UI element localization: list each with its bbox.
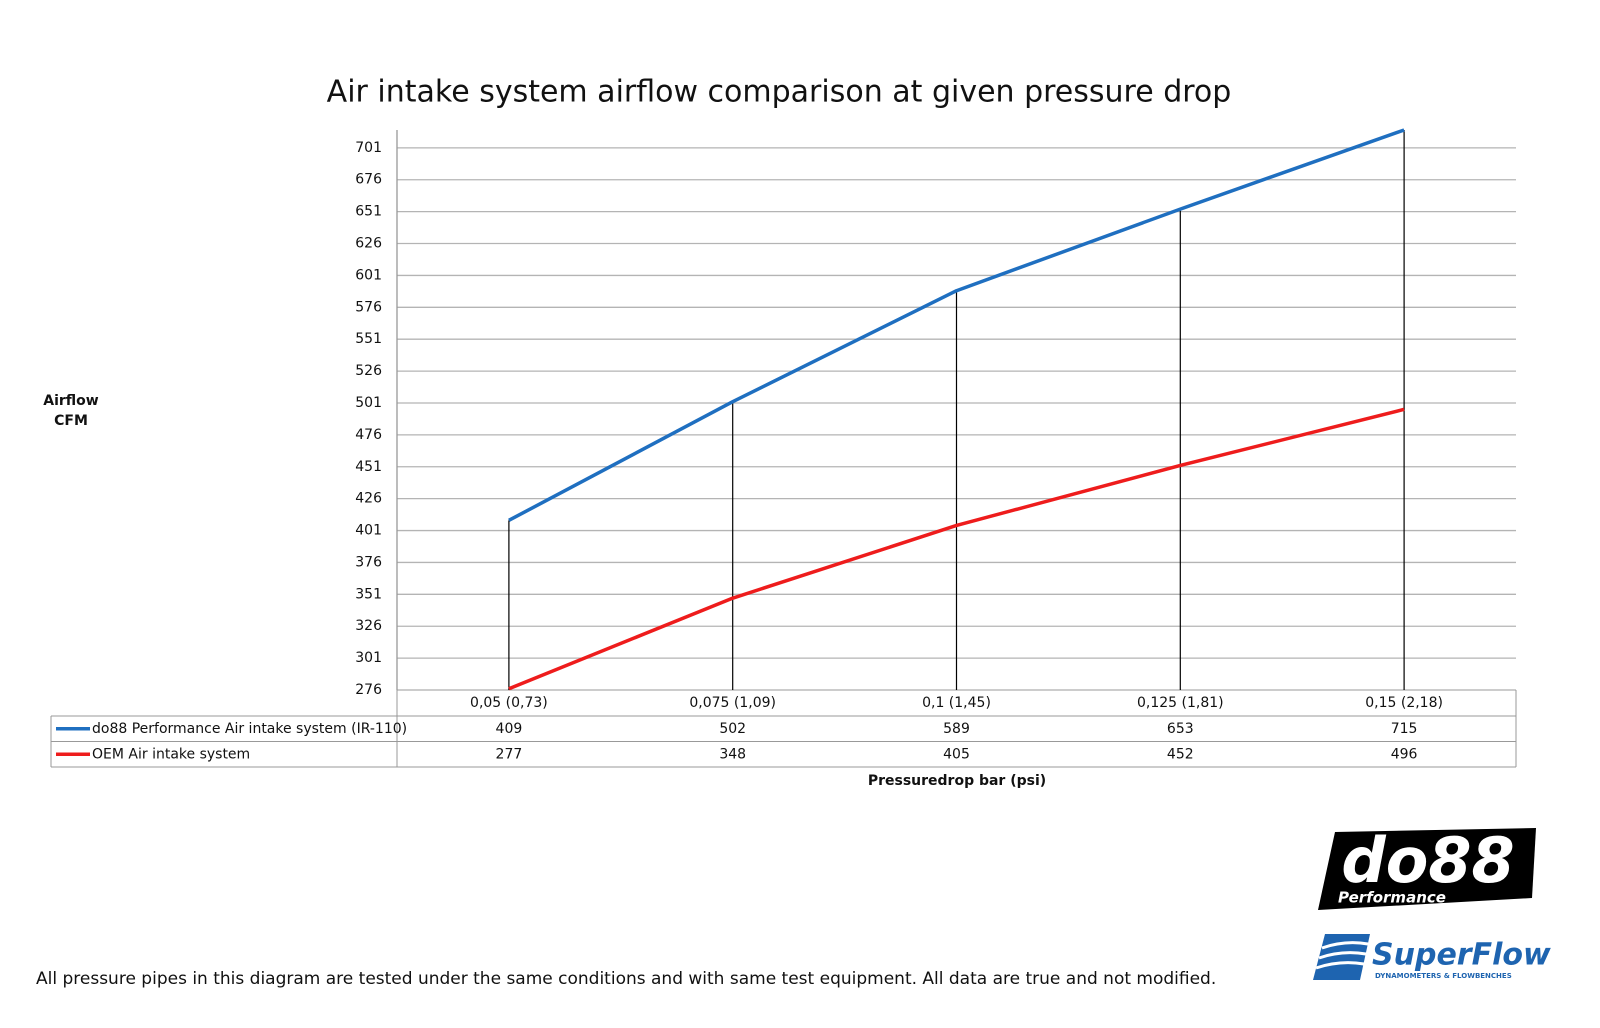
x-tick-label: 0,05 (0,73)	[470, 695, 548, 711]
series-line	[508, 407, 1405, 691]
logo-text: DYNAMOMETERS & FLOWBENCHES	[1375, 972, 1512, 980]
y-tick-label: 301	[355, 650, 382, 666]
legend-label: OEM Air intake system	[92, 746, 250, 762]
logo-shape	[1318, 828, 1536, 910]
data-table-value: 348	[719, 746, 746, 762]
x-tick-label: 0,075 (1,09)	[689, 695, 776, 711]
y-tick-label: 676	[355, 172, 382, 188]
data-table-value: 502	[719, 721, 746, 737]
data-table-value: 715	[1391, 721, 1418, 737]
logo-text: SuperFlow	[1372, 938, 1551, 973]
y-tick-label: 626	[355, 236, 382, 252]
data-table-value: 409	[496, 721, 523, 737]
data-table-value: 452	[1167, 746, 1194, 762]
y-tick-label: 426	[355, 491, 382, 507]
y-tick-label: 276	[355, 682, 382, 698]
legend-label: do88 Performance Air intake system (IR-1…	[92, 721, 407, 737]
logo-text: do88	[1341, 824, 1514, 897]
y-tick-label: 326	[355, 618, 382, 634]
logo-stripes	[1315, 941, 1369, 970]
x-axis-label: Pressuredrop bar (psi)	[868, 773, 1046, 789]
data-table-value: 496	[1391, 746, 1418, 762]
superflow-logo: SuperFlow DYNAMOMETERS & FLOWBENCHES	[1313, 934, 1551, 980]
y-tick-label: 601	[355, 267, 382, 283]
footnote: All pressure pipes in this diagram are t…	[36, 969, 1216, 989]
data-table-value: 277	[496, 746, 523, 762]
do88-logo: do88 Performance	[1318, 824, 1536, 910]
y-tick-label: 651	[355, 204, 382, 220]
y-axis-label: CFM	[54, 413, 88, 429]
y-tick-label: 351	[355, 586, 382, 602]
y-tick-label: 451	[355, 459, 382, 475]
data-table-value: 653	[1167, 721, 1194, 737]
y-tick-label: 526	[355, 363, 382, 379]
x-tick-label: 0,15 (2,18)	[1365, 695, 1443, 711]
y-tick-label: 501	[355, 395, 382, 411]
x-tick-label: 0,1 (1,45)	[922, 695, 991, 711]
y-tick-label: 701	[355, 140, 382, 156]
y-axis-label: Airflow	[43, 393, 99, 409]
data-table-value: 405	[943, 746, 970, 762]
y-tick-label: 551	[355, 331, 382, 347]
y-tick-label: 476	[355, 427, 382, 443]
y-tick-label: 401	[355, 523, 382, 539]
logo-text: Performance	[1338, 889, 1446, 907]
series-line	[508, 128, 1405, 522]
x-tick-label: 0,125 (1,81)	[1137, 695, 1224, 711]
y-tick-label: 376	[355, 554, 382, 570]
data-table-value: 589	[943, 721, 970, 737]
chart-title: Air intake system airflow comparison at …	[327, 75, 1232, 110]
y-tick-label: 576	[355, 299, 382, 315]
